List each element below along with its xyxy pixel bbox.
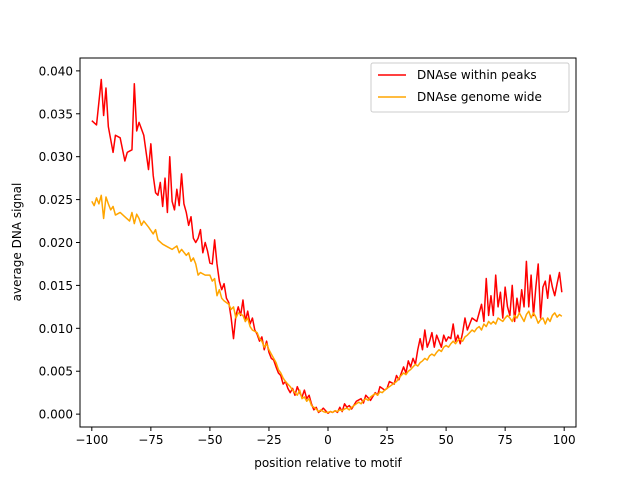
x-tick-label: −25 [256, 433, 281, 447]
legend-box [370, 62, 570, 113]
legend-label-genome-wide: DNAse genome wide [417, 90, 542, 104]
x-tick-label: 25 [379, 433, 394, 447]
series-layer [91, 78, 563, 415]
y-tick-label: 0.040 [39, 64, 73, 78]
y-tick-label: 0.035 [39, 107, 73, 121]
y-axis-ticks: 0.000 0.005 0.010 0.015 0.020 0.025 0.030 0.035… [39, 64, 80, 422]
y-tick-label: 0.005 [39, 365, 73, 379]
y-tick-label: 0.025 [39, 193, 73, 207]
x-axis-label: position relative to motif [254, 456, 402, 470]
y-tick-label: 0.030 [39, 150, 73, 164]
y-tick-label: 0.015 [39, 279, 73, 293]
x-tick-label: 0 [324, 433, 332, 447]
x-tick-label: −100 [75, 433, 108, 447]
x-tick-label: 100 [553, 433, 576, 447]
x-tick-label: 50 [438, 433, 453, 447]
series-line-1 [91, 194, 563, 414]
y-axis-label: average DNA signal [10, 183, 24, 302]
legend: DNAse within peaks DNAse genome wide [370, 62, 570, 113]
x-tick-label: −50 [197, 433, 222, 447]
x-tick-label: 75 [498, 433, 513, 447]
legend-label-within-peaks: DNAse within peaks [417, 68, 537, 82]
x-tick-label: −75 [138, 433, 163, 447]
y-tick-label: 0.010 [39, 322, 73, 336]
x-axis-ticks: −100 −75 −50 −25 0 25 50 75 100 [75, 427, 576, 447]
series-line-0 [91, 78, 563, 415]
y-tick-label: 0.000 [39, 408, 73, 422]
y-tick-label: 0.020 [39, 236, 73, 250]
